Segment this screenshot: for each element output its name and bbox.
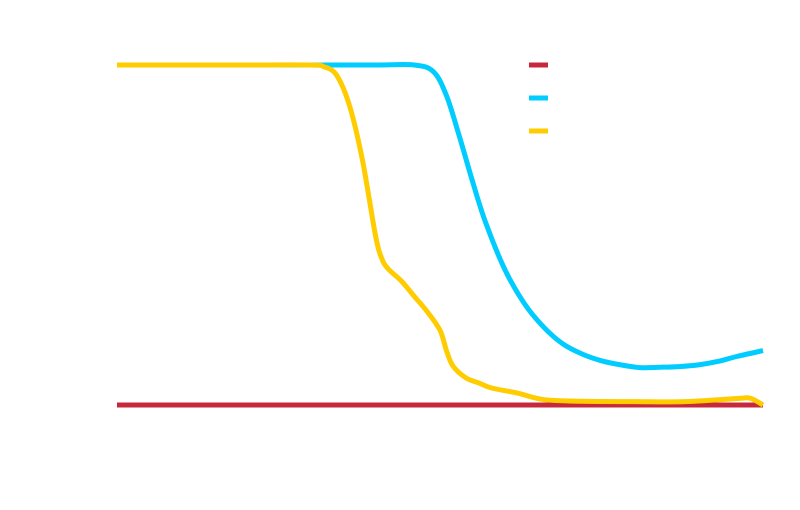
legend (529, 62, 548, 134)
series-line-2 (117, 62, 764, 371)
series-line-3 (117, 62, 765, 408)
plot-area (117, 62, 765, 408)
